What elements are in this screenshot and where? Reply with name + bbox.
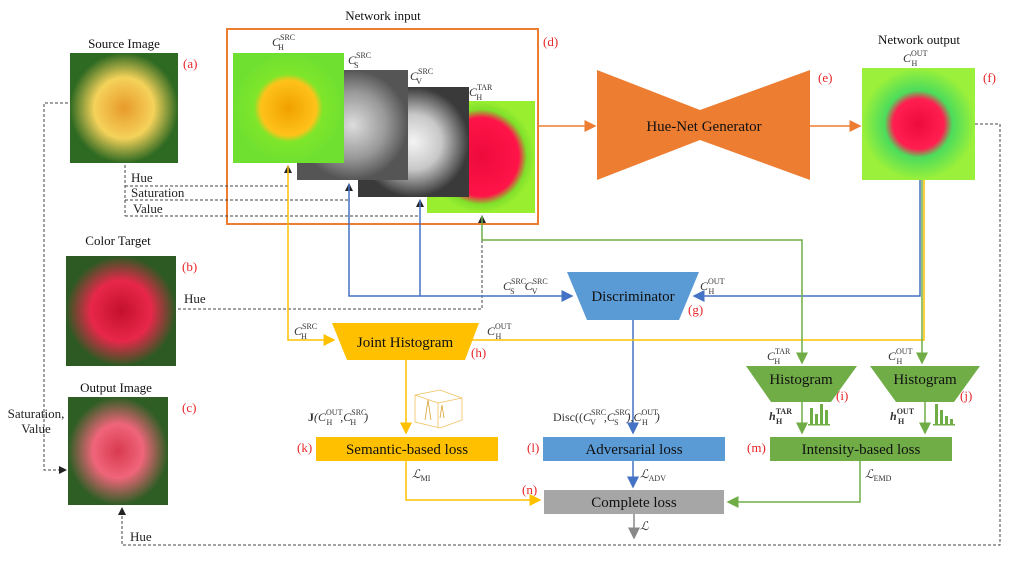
output-hue-line (118, 123, 1001, 546)
generator-label: Hue-Net Generator (646, 119, 761, 135)
label-loss-total: ℒ (640, 519, 649, 533)
joint-histogram-block (332, 323, 479, 360)
label-c-s-src: CSRC S (348, 51, 371, 70)
source-hue-channel-image (233, 53, 344, 163)
value-line (125, 199, 424, 217)
saturation-label: Saturation (131, 185, 185, 200)
histogram-bars-icon-j (933, 404, 955, 426)
tag-i: (i) (836, 388, 848, 403)
target-hue-label: Hue (184, 291, 206, 306)
histogram-i-block (746, 366, 857, 402)
intensity-to-complete (726, 461, 861, 508)
label-loss-emd: ℒEMD (865, 467, 892, 483)
label-joint-src: CSRC H (294, 322, 317, 341)
source-image (70, 53, 178, 163)
joint-histogram-3d-icon (414, 389, 463, 429)
intensity-loss-block (770, 437, 952, 461)
tag-m: (m) (747, 440, 766, 455)
complete-loss-label: Complete loss (591, 495, 677, 511)
adversarial-loss-block (543, 437, 725, 461)
tag-e: (e) (818, 70, 832, 85)
histogram-bars-icon-i (808, 404, 830, 426)
semantic-loss-label: Semantic-based loss (346, 442, 468, 458)
tag-c: (c) (182, 400, 196, 415)
sat-value-label-2: Value (21, 421, 51, 436)
output-to-discriminator (692, 180, 921, 302)
color-target-image (66, 256, 176, 366)
label-c-h-src: CSRC H (272, 33, 295, 52)
hue-src-to-joint-histogram (287, 166, 336, 346)
tag-j: (j) (960, 388, 972, 403)
semantic-to-complete (405, 461, 542, 506)
label-hist-tar: CTAR H (767, 347, 791, 366)
tag-n: (n) (522, 482, 537, 497)
tag-b: (b) (182, 259, 197, 274)
label-h-out: hOUT H (890, 407, 915, 426)
color-target-title: Color Target (85, 233, 151, 248)
tag-f: (f) (983, 70, 996, 85)
hue-label: Hue (131, 170, 153, 185)
adversarial-loss-label: Adversarial loss (585, 442, 682, 458)
saturation-value-line (43, 102, 68, 474)
tag-g: (g) (688, 302, 703, 317)
bottom-hue-label: Hue (130, 529, 152, 544)
tag-d: (d) (543, 34, 558, 49)
tag-a: (a) (183, 56, 197, 71)
histogram-j-label: Histogram (893, 372, 957, 388)
tag-h: (h) (471, 345, 486, 360)
discriminator-block (567, 272, 699, 320)
tag-k: (k) (297, 440, 312, 455)
label-loss-adv: ℒADV (640, 467, 666, 483)
label-h-tar: hTAR H (769, 407, 792, 426)
label-disc-function: Disc((CSRC V ,CSRC S),COUT H) (553, 408, 660, 427)
output-image-title: Output Image (80, 380, 152, 395)
label-joint-function: J(COUT H ,CSRC H) (308, 408, 368, 427)
histogram-j-block (870, 366, 980, 402)
output-image (68, 397, 168, 505)
target-hue-to-histogram (481, 216, 808, 365)
label-loss-mi: ℒMI (412, 467, 431, 483)
network-output-image (862, 68, 975, 180)
network-input-title: Network input (345, 8, 421, 23)
label-c-h-out: COUT H (903, 49, 928, 68)
value-label: Value (133, 201, 163, 216)
label-joint-out: COUT H (487, 322, 512, 341)
histogram-i-label: Histogram (769, 372, 833, 388)
joint-histogram-label: Joint Histogram (357, 335, 454, 351)
sat-to-discriminator (348, 184, 574, 302)
label-disc-output: COUT H (700, 277, 725, 296)
generator-block (597, 70, 810, 180)
target-hue-line (178, 215, 486, 310)
label-c-h-tar: CTAR H (469, 83, 493, 102)
source-image-title: Source Image (88, 36, 160, 51)
output-to-joint-histogram (472, 180, 925, 341)
label-disc-inputs: CSRC S CSRC V (503, 277, 548, 296)
label-c-v-src: CSRC V (410, 67, 433, 86)
semantic-loss-block (316, 437, 498, 461)
intensity-loss-label: Intensity-based loss (802, 442, 921, 458)
label-hist-out: COUT H (888, 347, 913, 366)
tag-l: (l) (527, 440, 539, 455)
complete-loss-block (544, 490, 724, 514)
discriminator-label: Discriminator (591, 289, 674, 305)
sat-value-label-1: Saturation, (8, 406, 65, 421)
network-output-title: Network output (878, 32, 960, 47)
